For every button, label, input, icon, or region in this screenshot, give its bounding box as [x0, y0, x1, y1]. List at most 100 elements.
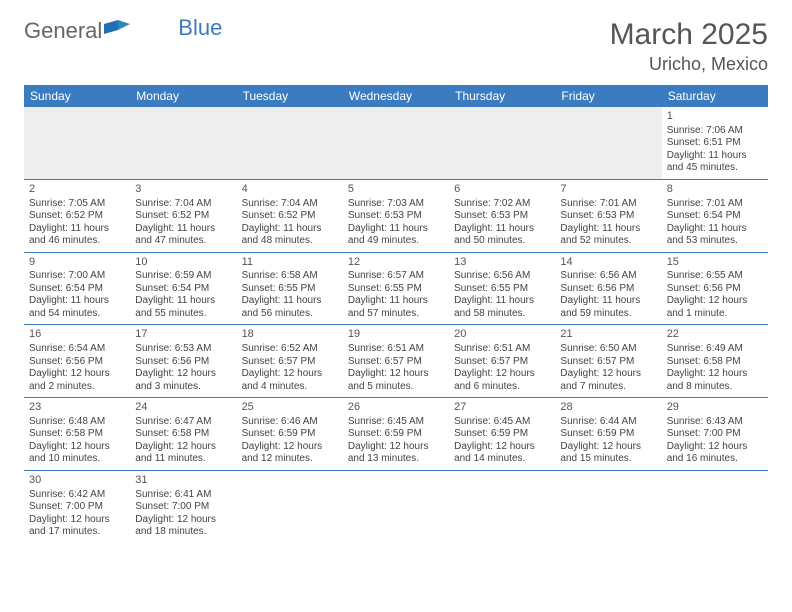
calendar-body: 1Sunrise: 7:06 AMSunset: 6:51 PMDaylight… — [24, 107, 768, 543]
calendar-table: Sunday Monday Tuesday Wednesday Thursday… — [24, 85, 768, 543]
daylight-text: Daylight: 11 hours and 45 minutes. — [667, 150, 763, 175]
daylight-text: Daylight: 11 hours and 49 minutes. — [348, 223, 444, 248]
sunrise-text: Sunrise: 7:03 AM — [348, 198, 444, 211]
daylight-text: Daylight: 11 hours and 52 minutes. — [560, 223, 656, 248]
daylight-text: Daylight: 12 hours and 12 minutes. — [242, 441, 338, 466]
sunset-text: Sunset: 6:56 PM — [667, 283, 763, 296]
sunrise-text: Sunrise: 6:56 AM — [454, 270, 550, 283]
daylight-text: Daylight: 12 hours and 3 minutes. — [135, 368, 231, 393]
sunrise-text: Sunrise: 6:48 AM — [29, 416, 125, 429]
daylight-text: Daylight: 11 hours and 57 minutes. — [348, 295, 444, 320]
daylight-text: Daylight: 12 hours and 11 minutes. — [135, 441, 231, 466]
calendar-cell: 23Sunrise: 6:48 AMSunset: 6:58 PMDayligh… — [24, 398, 130, 471]
day-number: 11 — [242, 256, 338, 270]
calendar-cell: 5Sunrise: 7:03 AMSunset: 6:53 PMDaylight… — [343, 179, 449, 252]
daylight-text: Daylight: 11 hours and 50 minutes. — [454, 223, 550, 248]
sunset-text: Sunset: 6:59 PM — [348, 428, 444, 441]
day-number: 16 — [29, 328, 125, 342]
sunrise-text: Sunrise: 6:58 AM — [242, 270, 338, 283]
logo-text-1: General — [24, 18, 102, 44]
sunset-text: Sunset: 6:51 PM — [667, 137, 763, 150]
calendar-cell: 10Sunrise: 6:59 AMSunset: 6:54 PMDayligh… — [130, 252, 236, 325]
weekday-header: Sunday — [24, 85, 130, 107]
day-number: 25 — [242, 401, 338, 415]
daylight-text: Daylight: 12 hours and 15 minutes. — [560, 441, 656, 466]
day-number: 8 — [667, 183, 763, 197]
sunrise-text: Sunrise: 6:59 AM — [135, 270, 231, 283]
sunrise-text: Sunrise: 6:54 AM — [29, 343, 125, 356]
daylight-text: Daylight: 12 hours and 5 minutes. — [348, 368, 444, 393]
sunrise-text: Sunrise: 6:45 AM — [348, 416, 444, 429]
sunset-text: Sunset: 6:59 PM — [454, 428, 550, 441]
flag-icon — [104, 18, 130, 44]
day-number: 23 — [29, 401, 125, 415]
title-month: March 2025 — [610, 18, 768, 52]
calendar-cell: 26Sunrise: 6:45 AMSunset: 6:59 PMDayligh… — [343, 398, 449, 471]
daylight-text: Daylight: 12 hours and 14 minutes. — [454, 441, 550, 466]
weekday-header: Saturday — [662, 85, 768, 107]
sunset-text: Sunset: 6:54 PM — [667, 210, 763, 223]
sunset-text: Sunset: 6:54 PM — [135, 283, 231, 296]
sunset-text: Sunset: 6:55 PM — [348, 283, 444, 296]
weekday-header: Monday — [130, 85, 236, 107]
sunset-text: Sunset: 6:57 PM — [242, 356, 338, 369]
daylight-text: Daylight: 12 hours and 17 minutes. — [29, 514, 125, 539]
sunrise-text: Sunrise: 7:06 AM — [667, 125, 763, 138]
weekday-header: Friday — [555, 85, 661, 107]
sunrise-text: Sunrise: 7:04 AM — [135, 198, 231, 211]
day-number: 15 — [667, 256, 763, 270]
day-number: 14 — [560, 256, 656, 270]
calendar-cell — [343, 470, 449, 542]
day-number: 28 — [560, 401, 656, 415]
daylight-text: Daylight: 11 hours and 58 minutes. — [454, 295, 550, 320]
sunrise-text: Sunrise: 6:45 AM — [454, 416, 550, 429]
sunset-text: Sunset: 6:53 PM — [560, 210, 656, 223]
day-number: 22 — [667, 328, 763, 342]
day-number: 7 — [560, 183, 656, 197]
calendar-cell: 16Sunrise: 6:54 AMSunset: 6:56 PMDayligh… — [24, 325, 130, 398]
sunrise-text: Sunrise: 7:01 AM — [560, 198, 656, 211]
sunset-text: Sunset: 6:52 PM — [135, 210, 231, 223]
calendar-cell: 7Sunrise: 7:01 AMSunset: 6:53 PMDaylight… — [555, 179, 661, 252]
daylight-text: Daylight: 12 hours and 6 minutes. — [454, 368, 550, 393]
day-number: 17 — [135, 328, 231, 342]
sunrise-text: Sunrise: 6:46 AM — [242, 416, 338, 429]
logo: General Blue — [24, 18, 222, 44]
daylight-text: Daylight: 12 hours and 10 minutes. — [29, 441, 125, 466]
day-number: 20 — [454, 328, 550, 342]
daylight-text: Daylight: 12 hours and 8 minutes. — [667, 368, 763, 393]
sunset-text: Sunset: 7:00 PM — [135, 501, 231, 514]
sunset-text: Sunset: 6:58 PM — [667, 356, 763, 369]
sunset-text: Sunset: 6:57 PM — [454, 356, 550, 369]
weekday-header: Wednesday — [343, 85, 449, 107]
logo-text-2: Blue — [178, 15, 222, 41]
calendar-row: 9Sunrise: 7:00 AMSunset: 6:54 PMDaylight… — [24, 252, 768, 325]
calendar-cell: 28Sunrise: 6:44 AMSunset: 6:59 PMDayligh… — [555, 398, 661, 471]
sunset-text: Sunset: 6:56 PM — [29, 356, 125, 369]
sunrise-text: Sunrise: 6:44 AM — [560, 416, 656, 429]
calendar-cell: 29Sunrise: 6:43 AMSunset: 7:00 PMDayligh… — [662, 398, 768, 471]
sunrise-text: Sunrise: 6:50 AM — [560, 343, 656, 356]
sunset-text: Sunset: 6:53 PM — [348, 210, 444, 223]
sunrise-text: Sunrise: 6:41 AM — [135, 489, 231, 502]
day-number: 5 — [348, 183, 444, 197]
sunset-text: Sunset: 6:54 PM — [29, 283, 125, 296]
sunrise-text: Sunrise: 6:51 AM — [454, 343, 550, 356]
daylight-text: Daylight: 12 hours and 1 minute. — [667, 295, 763, 320]
day-number: 4 — [242, 183, 338, 197]
sunset-text: Sunset: 6:57 PM — [348, 356, 444, 369]
calendar-cell: 6Sunrise: 7:02 AMSunset: 6:53 PMDaylight… — [449, 179, 555, 252]
calendar-cell — [662, 470, 768, 542]
day-number: 13 — [454, 256, 550, 270]
sunrise-text: Sunrise: 7:04 AM — [242, 198, 338, 211]
calendar-cell — [449, 107, 555, 179]
daylight-text: Daylight: 11 hours and 48 minutes. — [242, 223, 338, 248]
calendar-cell: 30Sunrise: 6:42 AMSunset: 7:00 PMDayligh… — [24, 470, 130, 542]
calendar-cell — [343, 107, 449, 179]
calendar-cell — [130, 107, 236, 179]
calendar-cell — [237, 470, 343, 542]
day-number: 6 — [454, 183, 550, 197]
day-number: 10 — [135, 256, 231, 270]
calendar-cell: 14Sunrise: 6:56 AMSunset: 6:56 PMDayligh… — [555, 252, 661, 325]
weekday-header-row: Sunday Monday Tuesday Wednesday Thursday… — [24, 85, 768, 107]
